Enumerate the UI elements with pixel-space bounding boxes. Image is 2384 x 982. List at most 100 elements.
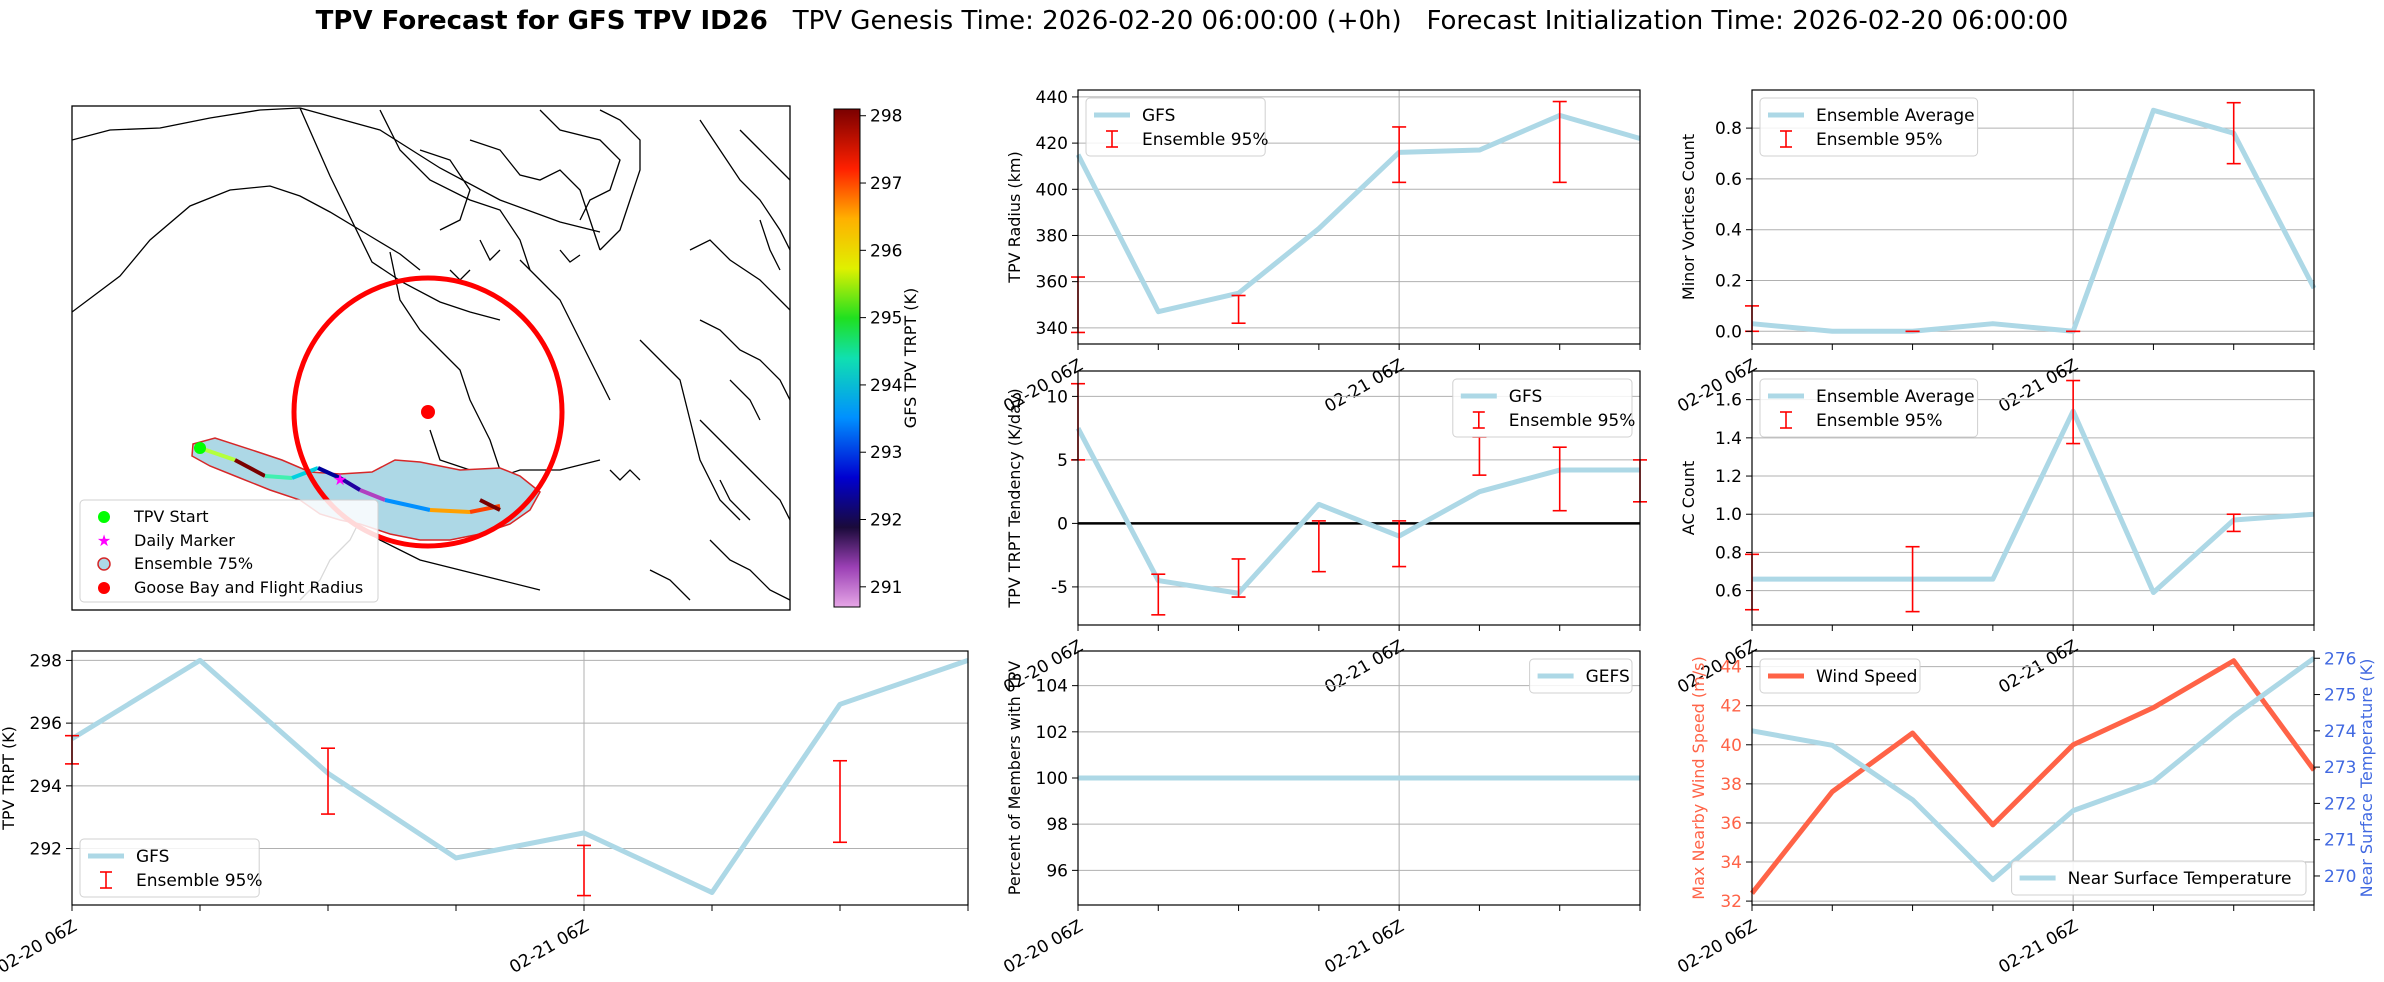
colorbar-gradient — [833, 108, 861, 608]
legend-label-trpt-1: Ensemble 95% — [136, 871, 263, 891]
ytick-label-5: 440 — [1036, 88, 1068, 108]
ylabel-wind_temp: Max Nearby Wind Speed (m/s) — [1689, 656, 1708, 899]
ylabel-tendency: TPV TRPT Tendency (K/day) — [1005, 388, 1024, 608]
legend-box — [79, 838, 260, 898]
legend-box — [1529, 658, 1633, 694]
series-line-tendency-0 — [1075, 426, 1640, 596]
colorbar-tick-label-5: 296 — [870, 241, 902, 261]
chart-trpt: 292 294 296 298 02-20 06Z 02-21 06Z TPV TRPT (… — [0, 650, 969, 978]
map-legend-label-2: Ensemble 75% — [134, 554, 253, 573]
ytick-label-1: 98 — [1046, 815, 1068, 835]
ytick-right-label-4: 274 — [2324, 722, 2356, 742]
ytick-right-label-5: 275 — [2324, 686, 2356, 706]
map-legend: TPV Start ★ Daily Marker Ensemble 75% Go… — [79, 499, 379, 603]
ytick-label-1: 0 — [1057, 514, 1068, 534]
colorbar-tick-label-2: 293 — [870, 443, 902, 463]
legend-box — [2011, 860, 2307, 896]
ytick-right-label-3: 273 — [2324, 758, 2356, 778]
ytick-label-3: 10 — [1046, 387, 1068, 407]
ytick-label-1: 360 — [1036, 273, 1068, 293]
axes-frame — [71, 650, 969, 906]
legend-label-ac_count-1: Ensemble 95% — [1816, 411, 1943, 431]
map-legend-label-1: Daily Marker — [134, 531, 235, 550]
xtick-label-1: 02-21 06Z — [506, 916, 592, 977]
ytick-label-0: -5 — [1051, 578, 1068, 598]
xtick-label-0: 02-20 06Z — [0, 916, 81, 977]
legend-label-minor_vortices-1: Ensemble 95% — [1816, 130, 1943, 150]
ytick-label-0: 96 — [1046, 861, 1068, 881]
map-frame — [71, 105, 791, 611]
xtick-label-0: 02-20 06Z — [1674, 916, 1760, 977]
legend-label-tendency-0: GFS — [1509, 387, 1542, 407]
tpv-start-marker — [194, 442, 206, 454]
tpv-track — [199, 446, 501, 514]
ytick-label-4: 1.4 — [1715, 429, 1742, 449]
ytick-label-1: 34 — [1720, 853, 1742, 873]
legend-box — [1759, 658, 1921, 694]
axes-frame — [1751, 370, 2315, 626]
ylabel-percent: Percent of Members with TPV — [1005, 661, 1024, 895]
ytick-label-4: 40 — [1720, 736, 1742, 756]
ytick-label-2: 380 — [1036, 226, 1068, 246]
ytick-label-1: 294 — [30, 777, 62, 797]
series-line-ac_count-0 — [1752, 408, 2315, 596]
colorbar: 291 292 293 294 295 296 297 298 GFS TPV TRPT (K… — [833, 107, 920, 608]
axes-frame — [1751, 89, 2315, 345]
xtick-label-1: 02-21 06Z — [1321, 355, 1407, 416]
legend-goose-bay-icon — [98, 582, 110, 594]
xtick-label-1: 02-21 06Z — [1995, 916, 2081, 977]
ytick-label-3: 1.2 — [1715, 467, 1742, 487]
legend-label-wind_temp-0: Wind Speed — [1816, 667, 1917, 687]
ytick-label-2: 1.0 — [1715, 505, 1742, 525]
legend-label-percent-0: GEFS — [1586, 667, 1630, 687]
legend-label-wind_temp-0: Near Surface Temperature — [2068, 869, 2292, 889]
colorbar-label: GFS TPV TRPT (K) — [901, 288, 920, 428]
chart-percent: 96 98 100 102 104 02-20 06Z 02-21 06Z Percent o… — [1000, 650, 1641, 978]
series-line-trpt-0 — [70, 657, 969, 895]
ytick-label-3: 0.6 — [1715, 170, 1742, 190]
colorbar-tick-label-3: 294 — [870, 376, 902, 396]
xtick-label-0: 02-20 06Z — [1000, 916, 1086, 977]
xtick-label-1: 02-21 06Z — [1321, 636, 1407, 697]
figure-title-bold: TPV Forecast for GFS TPV ID26 — [315, 6, 768, 36]
ytick-label-5: 1.6 — [1715, 391, 1742, 411]
series-line-wind_temp-0 — [1750, 658, 2317, 895]
ytick-label-3: 102 — [1036, 723, 1068, 743]
legend-box — [1085, 97, 1266, 157]
map-legend-label-3: Goose Bay and Flight Radius — [134, 578, 363, 597]
legend-label-radius-1: Ensemble 95% — [1142, 130, 1269, 150]
ytick-right-label-6: 276 — [2324, 649, 2356, 669]
xtick-label-1: 02-21 06Z — [1995, 355, 2081, 416]
ytick-label-1: 0.2 — [1715, 272, 1742, 292]
series-line-wind_temp-1 — [1751, 656, 2316, 883]
xtick-label-1: 02-21 06Z — [1321, 916, 1407, 977]
ytick-label-2: 5 — [1057, 451, 1068, 471]
goose-bay-flight-radius — [291, 275, 565, 549]
legend-box — [1759, 378, 1979, 438]
legend-label-radius-0: GFS — [1142, 106, 1175, 126]
colorbar-tick-label-7: 298 — [870, 107, 902, 127]
ylabel-ac_count: AC Count — [1679, 461, 1698, 535]
axes-frame — [1077, 89, 1641, 345]
ytick-label-1: 0.8 — [1715, 543, 1742, 563]
ytick-label-0: 0.0 — [1715, 322, 1742, 342]
map-coastlines — [72, 107, 790, 601]
ytick-label-0: 32 — [1720, 892, 1742, 912]
ytick-label-6: 44 — [1720, 658, 1742, 678]
ylabel-right-wind_temp: Near Surface Temperature (K) — [2357, 659, 2376, 898]
axes-frame — [1751, 650, 2315, 906]
axes-frame — [1077, 370, 1641, 626]
colorbar-tick-label-4: 295 — [870, 309, 902, 329]
ytick-label-2: 36 — [1720, 814, 1742, 834]
legend-box — [1452, 378, 1633, 438]
daily-marker-1: ★ — [333, 470, 347, 489]
colorbar-tick-label-1: 292 — [870, 511, 902, 531]
legend-label-trpt-0: GFS — [136, 847, 169, 867]
ytick-label-0: 0.6 — [1715, 582, 1742, 602]
